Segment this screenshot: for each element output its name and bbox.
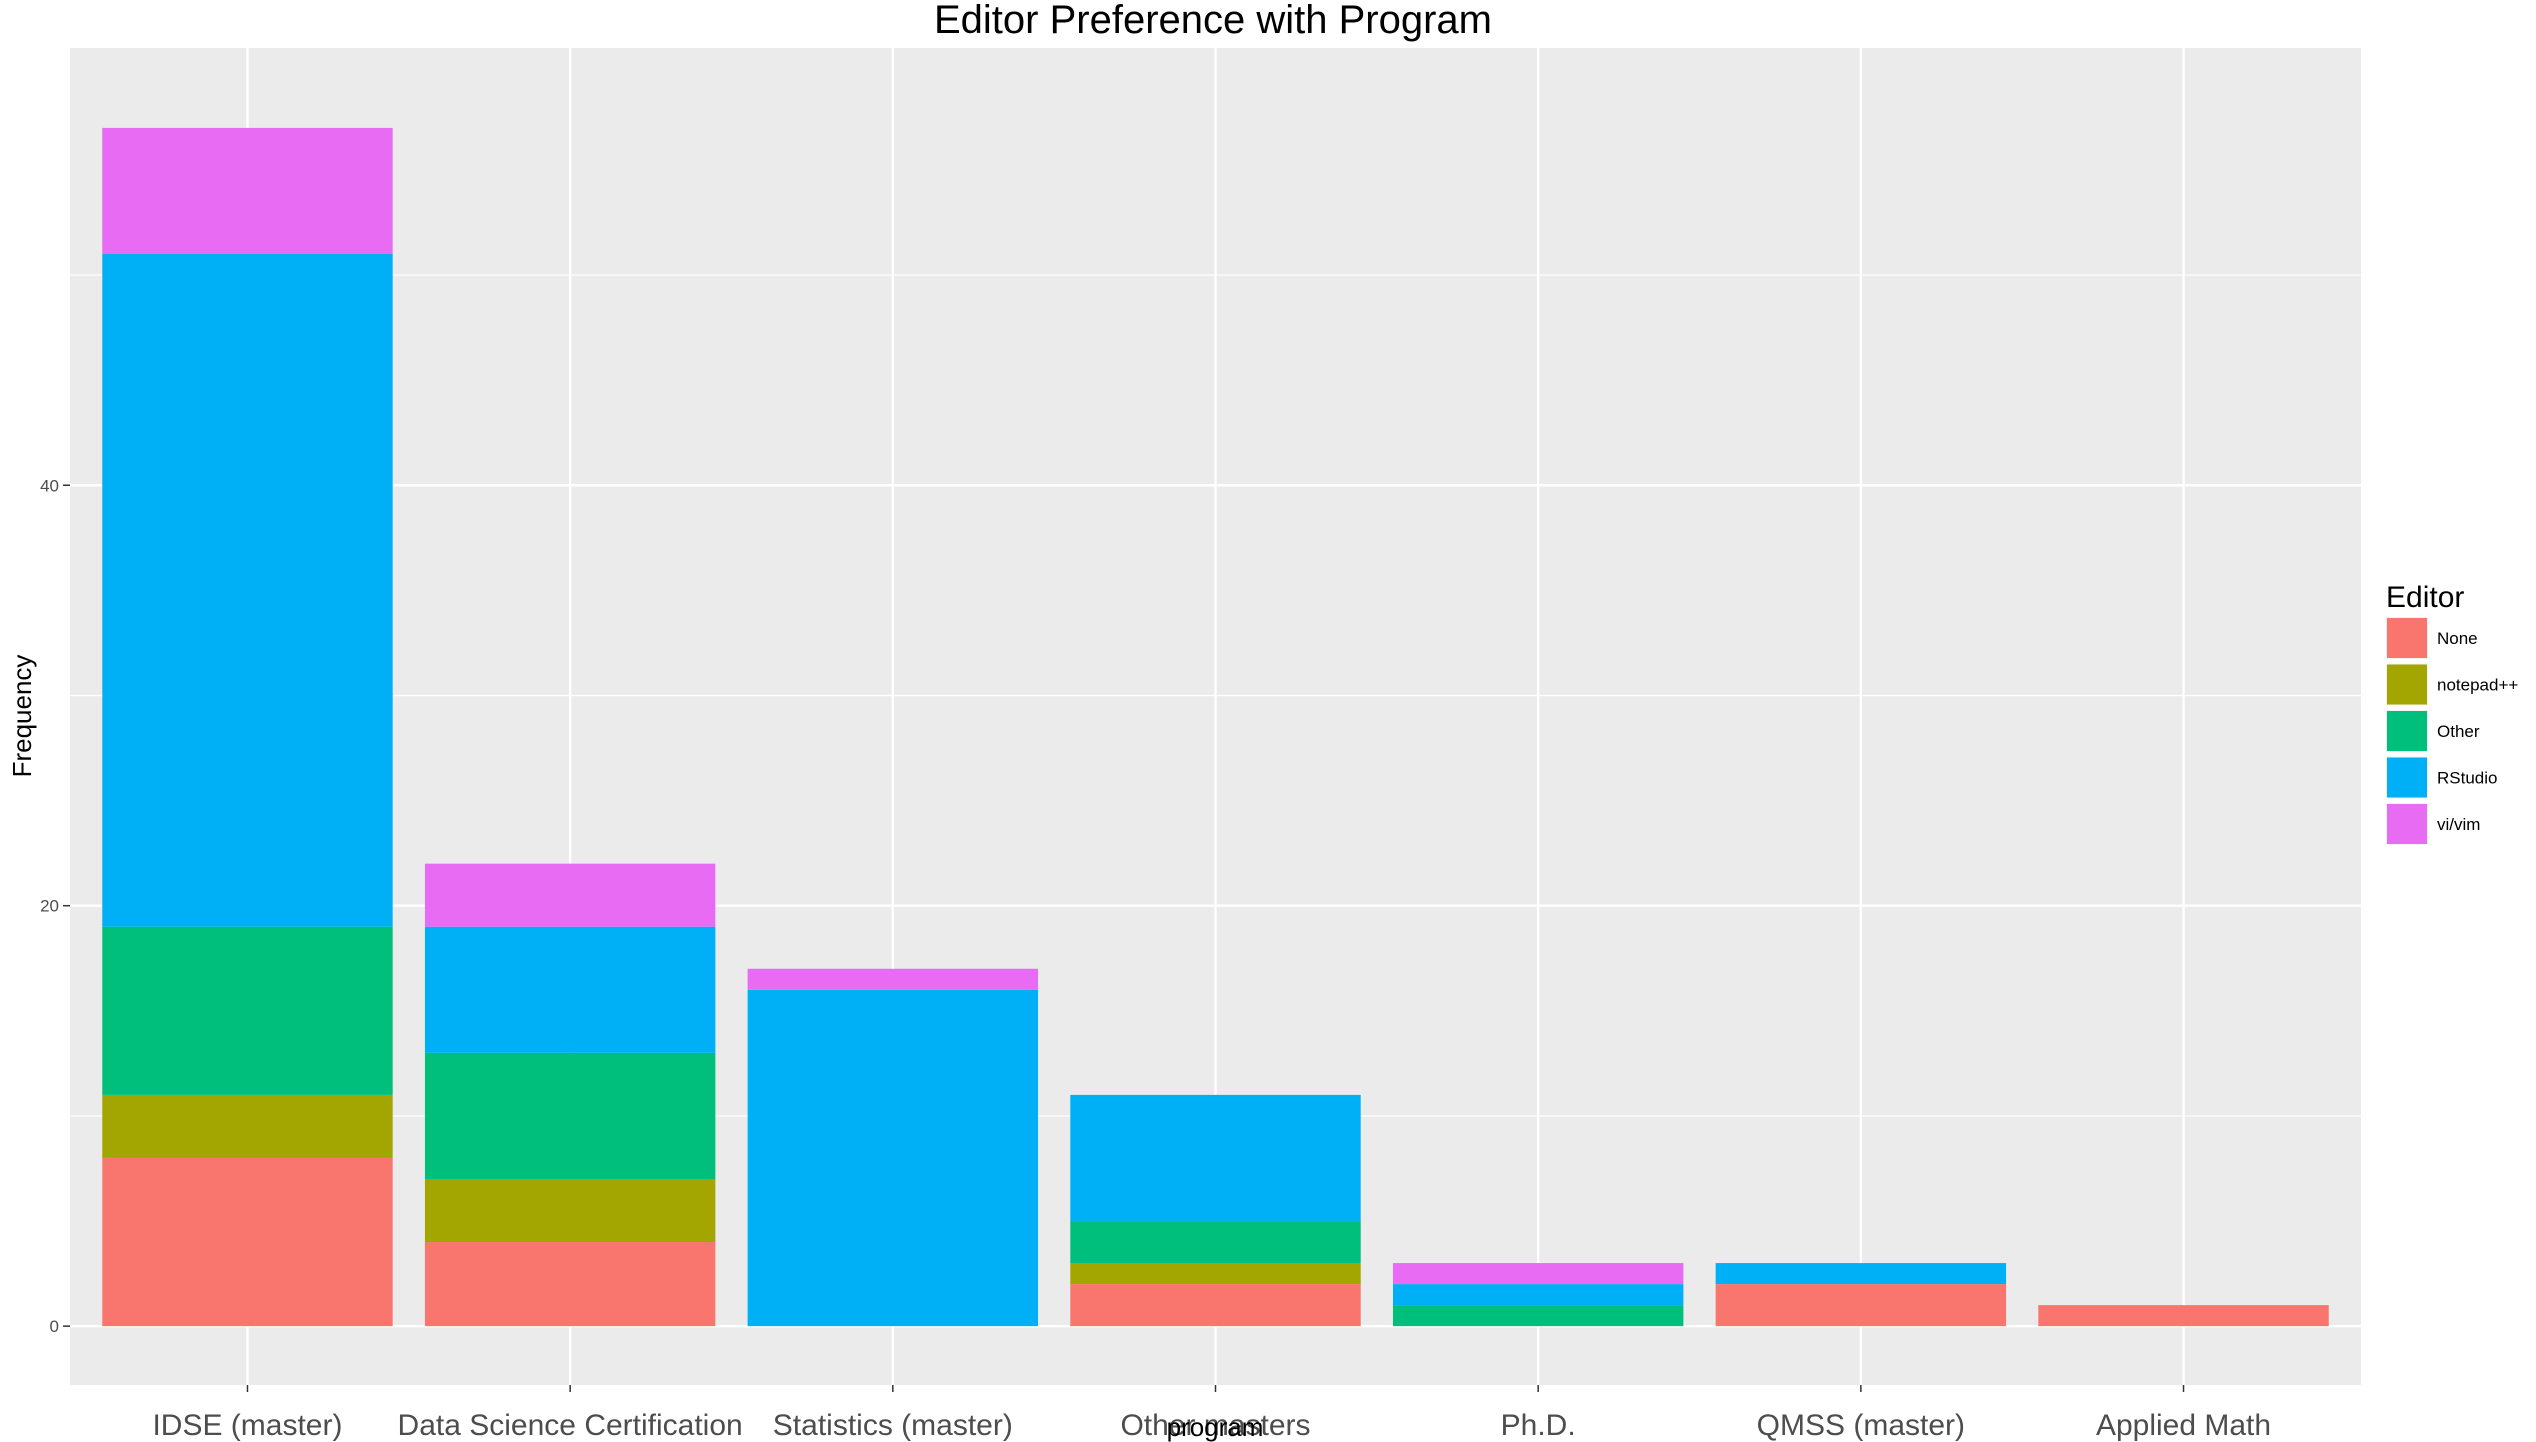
bar-segment bbox=[102, 926, 393, 1095]
legend-label: Other bbox=[2437, 722, 2480, 741]
bar-segment bbox=[424, 926, 716, 1053]
bar-segment bbox=[1070, 1263, 1361, 1285]
x-axis-title: program bbox=[1167, 1412, 1264, 1442]
bar-segment bbox=[102, 1157, 393, 1327]
legend-label: RStudio bbox=[2437, 769, 2497, 788]
bar-segment bbox=[1070, 1094, 1361, 1222]
y-tick-label: 40 bbox=[40, 476, 59, 495]
y-axis: 0 20 40 bbox=[40, 476, 70, 1336]
x-tick-label: QMSS (master) bbox=[1757, 1409, 1965, 1442]
bar-segment bbox=[747, 968, 1039, 990]
x-tick-label: IDSE (master) bbox=[152, 1409, 342, 1442]
bar-segment bbox=[102, 254, 393, 927]
x-axis: IDSE (master) Data Science Certification S… bbox=[152, 1385, 2271, 1442]
bar-segment bbox=[1392, 1263, 1684, 1285]
x-tick-label: Applied Math bbox=[2096, 1409, 2271, 1442]
bar-segment bbox=[424, 1178, 716, 1243]
bar-segment bbox=[1392, 1284, 1684, 1306]
bar-segment bbox=[1715, 1263, 2007, 1285]
legend-label: vi/vim bbox=[2437, 815, 2480, 834]
bar-segment bbox=[1392, 1305, 1684, 1327]
bar-segment bbox=[2038, 1305, 2329, 1327]
legend-swatch bbox=[2387, 711, 2427, 751]
bar-segment bbox=[1070, 1221, 1361, 1264]
x-tick-label: Data Science Certification bbox=[398, 1409, 743, 1442]
bars bbox=[102, 127, 2329, 1327]
bar-segment bbox=[424, 1242, 716, 1327]
legend: Editor None notepad++ Other RStudio vi/vim bbox=[2386, 581, 2518, 845]
legend-swatch bbox=[2387, 804, 2427, 844]
bar-segment bbox=[424, 1052, 716, 1179]
legend-swatch bbox=[2387, 664, 2427, 705]
y-tick-label: 20 bbox=[40, 897, 59, 916]
chart-title: Editor Preference with Program bbox=[934, 0, 1492, 42]
x-tick-label: Ph.D. bbox=[1501, 1409, 1576, 1442]
legend-label: notepad++ bbox=[2437, 676, 2518, 695]
legend-swatch bbox=[2387, 618, 2427, 658]
legend-title: Editor bbox=[2386, 581, 2464, 614]
bar-segment bbox=[1070, 1284, 1361, 1327]
x-tick-label: Statistics (master) bbox=[773, 1409, 1013, 1442]
bar-segment bbox=[424, 863, 716, 927]
legend-label: None bbox=[2437, 629, 2478, 648]
bar-segment bbox=[102, 1094, 393, 1158]
bar-segment bbox=[102, 127, 393, 255]
bar-segment bbox=[1715, 1284, 2007, 1327]
y-axis-title: Frequency bbox=[7, 655, 37, 778]
x-tick-label: Other masters bbox=[1120, 1409, 1310, 1442]
y-tick-label: 0 bbox=[50, 1317, 59, 1336]
legend-swatch bbox=[2387, 757, 2427, 798]
bar-segment bbox=[747, 989, 1039, 1327]
